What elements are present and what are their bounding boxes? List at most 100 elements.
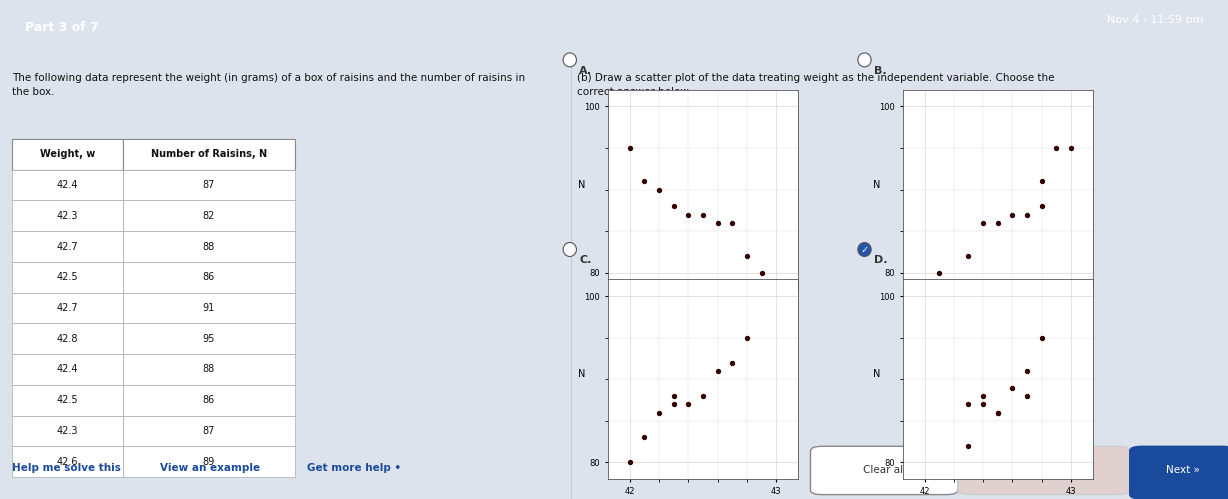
Text: 87: 87: [203, 426, 215, 436]
FancyBboxPatch shape: [958, 446, 1130, 495]
Point: [1032, 177, 1051, 185]
X-axis label: w: w: [699, 497, 707, 499]
Text: Weight, w: Weight, w: [41, 149, 95, 159]
Text: 95: 95: [203, 334, 215, 344]
Point: [707, 367, 727, 375]
FancyBboxPatch shape: [12, 139, 123, 170]
Circle shape: [858, 243, 871, 256]
Point: [752, 269, 771, 277]
Text: ✓: ✓: [861, 245, 868, 254]
Text: 42.4: 42.4: [56, 180, 79, 190]
FancyBboxPatch shape: [12, 170, 123, 201]
Text: Number of Raisins, N: Number of Raisins, N: [151, 149, 266, 159]
Point: [987, 409, 1007, 417]
FancyBboxPatch shape: [1130, 446, 1228, 499]
Point: [987, 219, 1007, 227]
FancyBboxPatch shape: [12, 354, 123, 385]
Point: [1032, 202, 1051, 210]
Point: [722, 359, 742, 367]
FancyBboxPatch shape: [12, 323, 123, 354]
FancyBboxPatch shape: [810, 446, 958, 495]
Point: [974, 219, 993, 227]
Text: Get more help •: Get more help •: [307, 463, 402, 473]
X-axis label: w: w: [699, 307, 707, 317]
Point: [679, 211, 699, 219]
Text: (b) Draw a scatter plot of the data treating weight as the independent variable.: (b) Draw a scatter plot of the data trea…: [577, 73, 1055, 97]
Text: 91: 91: [203, 303, 215, 313]
Text: 88: 88: [203, 364, 215, 374]
Point: [635, 177, 655, 185]
Point: [1017, 367, 1036, 375]
Point: [959, 400, 979, 408]
Point: [1002, 211, 1022, 219]
Text: Nov 4 - 11:59 pm: Nov 4 - 11:59 pm: [1106, 15, 1203, 25]
Text: 82: 82: [203, 211, 215, 221]
FancyBboxPatch shape: [12, 201, 123, 231]
X-axis label: w: w: [993, 307, 1002, 317]
Point: [1061, 144, 1081, 152]
Y-axis label: N: N: [873, 180, 880, 190]
Point: [664, 400, 684, 408]
FancyBboxPatch shape: [12, 262, 123, 292]
FancyBboxPatch shape: [123, 416, 295, 446]
Point: [737, 252, 756, 260]
Text: View an example: View an example: [160, 463, 260, 473]
Point: [959, 252, 979, 260]
FancyBboxPatch shape: [123, 323, 295, 354]
FancyBboxPatch shape: [123, 139, 295, 170]
Point: [650, 186, 669, 194]
Text: 42.8: 42.8: [56, 334, 79, 344]
FancyBboxPatch shape: [123, 170, 295, 201]
Text: Check answer: Check answer: [1007, 466, 1081, 476]
Text: 86: 86: [203, 272, 215, 282]
Text: 42.3: 42.3: [56, 426, 79, 436]
Circle shape: [858, 53, 871, 67]
Text: 42.7: 42.7: [56, 303, 79, 313]
Point: [737, 334, 756, 342]
FancyBboxPatch shape: [123, 385, 295, 416]
FancyBboxPatch shape: [12, 446, 123, 477]
Y-axis label: N: N: [578, 369, 586, 379]
Text: 87: 87: [203, 180, 215, 190]
Point: [959, 442, 979, 450]
Text: 88: 88: [203, 242, 215, 251]
Point: [693, 392, 712, 400]
FancyBboxPatch shape: [12, 385, 123, 416]
Point: [974, 400, 993, 408]
Point: [620, 459, 640, 467]
Text: 42.3: 42.3: [56, 211, 79, 221]
Text: Help me solve this: Help me solve this: [12, 463, 122, 473]
Point: [635, 434, 655, 442]
Point: [620, 144, 640, 152]
FancyBboxPatch shape: [123, 446, 295, 477]
Text: 42.4: 42.4: [56, 364, 79, 374]
Text: 42.6: 42.6: [56, 457, 79, 467]
Point: [722, 219, 742, 227]
Text: The following data represent the weight (in grams) of a box of raisins and the n: The following data represent the weight …: [12, 73, 526, 97]
Point: [650, 409, 669, 417]
Point: [1017, 211, 1036, 219]
FancyBboxPatch shape: [123, 292, 295, 323]
FancyBboxPatch shape: [12, 416, 123, 446]
Point: [1032, 334, 1051, 342]
Circle shape: [564, 53, 576, 67]
Text: 89: 89: [203, 457, 215, 467]
FancyBboxPatch shape: [123, 231, 295, 262]
Text: 42.7: 42.7: [56, 242, 79, 251]
Point: [664, 202, 684, 210]
Point: [664, 392, 684, 400]
Text: C.: C.: [580, 255, 592, 265]
Point: [930, 269, 949, 277]
Point: [1002, 384, 1022, 392]
X-axis label: w: w: [993, 497, 1002, 499]
Point: [1017, 392, 1036, 400]
Point: [974, 392, 993, 400]
Point: [1046, 144, 1066, 152]
Point: [987, 409, 1007, 417]
Y-axis label: N: N: [873, 369, 880, 379]
Circle shape: [564, 243, 576, 256]
Text: A.: A.: [580, 66, 592, 76]
Point: [693, 211, 712, 219]
Text: 86: 86: [203, 395, 215, 405]
Point: [707, 219, 727, 227]
